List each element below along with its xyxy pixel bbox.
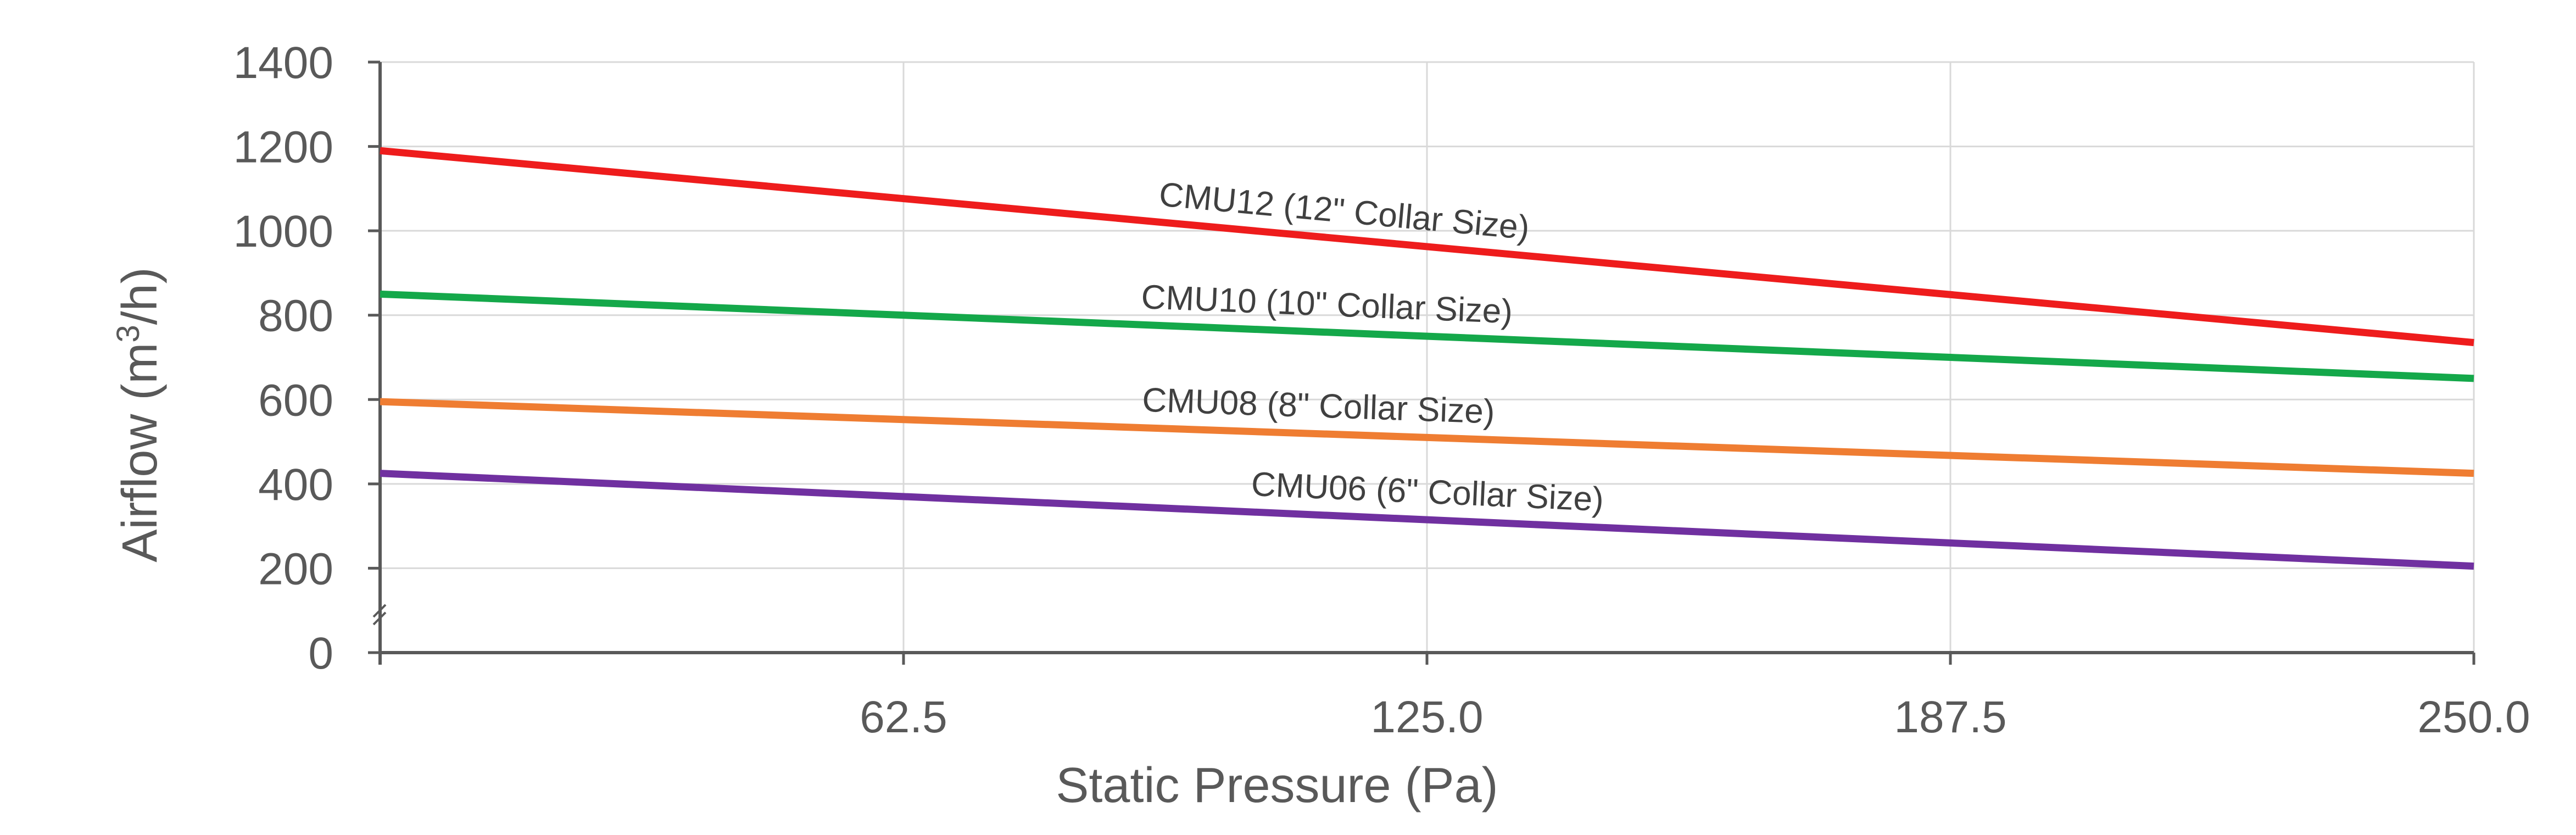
y-tick-label: 600 xyxy=(258,375,333,425)
series-line xyxy=(380,290,2474,382)
series-line xyxy=(380,470,2474,570)
x-tick-label: 250.0 xyxy=(2417,692,2530,742)
y-axis-title: Airflow (m3/h) xyxy=(110,267,168,562)
y-tick-label: 1200 xyxy=(233,123,333,172)
x-tick-label: 187.5 xyxy=(1894,692,2006,742)
series-line xyxy=(380,147,2474,347)
y-tick-label: 200 xyxy=(258,544,333,594)
series-label: CMU10 (10" Collar Size) xyxy=(1140,278,1513,331)
y-axis-break-mark xyxy=(372,604,387,626)
y-tick-label: 1000 xyxy=(233,207,333,257)
y-axis-title-superscript: 3 xyxy=(110,325,146,342)
axis-layer: 0 200 400 600 800 1000 1200 1400 62.5 125.0 187.5 2… xyxy=(233,38,2530,742)
y-axis-title-end: /h) xyxy=(113,267,168,325)
y-tick-label: 800 xyxy=(258,291,333,341)
y-tick-label: 1400 xyxy=(233,38,333,88)
y-tick-label: 0 xyxy=(308,628,333,678)
x-tick-label: 62.5 xyxy=(860,692,947,742)
x-axis-title: Static Pressure (Pa) xyxy=(1056,758,1498,813)
x-tick-label: 125.0 xyxy=(1370,692,1483,742)
y-tick-label: 400 xyxy=(258,460,333,510)
series-line xyxy=(380,398,2474,477)
series-layer xyxy=(380,147,2474,570)
series-label: CMU08 (8" Collar Size) xyxy=(1141,381,1495,431)
y-axis-title-main: Airflow (m xyxy=(113,343,168,563)
grid-layer xyxy=(380,61,2475,653)
